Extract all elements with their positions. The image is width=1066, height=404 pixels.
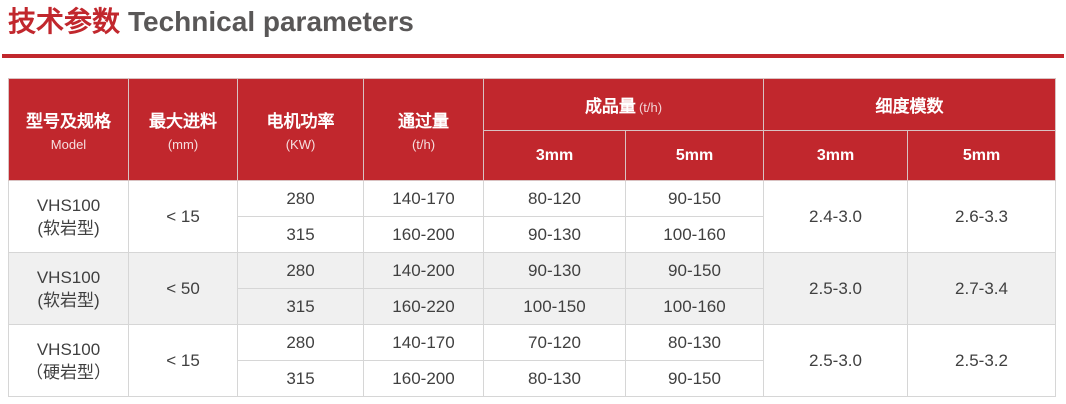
cell-throughput: 140-200	[363, 252, 484, 289]
cell-output-5mm: 100-160	[625, 288, 764, 325]
table-row: VHS100 (软岩型) < 50 280 140-200 90-130 90-…	[8, 252, 1056, 325]
cell-output-3mm: 90-130	[483, 252, 626, 289]
cell-power: 280	[237, 180, 364, 217]
cell-output-5mm: 100-160	[625, 216, 764, 253]
cell-output-5mm: 90-150	[625, 180, 764, 217]
page-title: 技术参数 Technical parameters	[8, 6, 1058, 38]
subheader-output-5mm: 5mm	[625, 130, 764, 181]
cell-model: VHS100 (软岩型)	[8, 252, 129, 325]
model-variant: (软岩型)	[37, 218, 100, 238]
cell-power: 280	[237, 324, 364, 361]
subheader-fineness-5mm: 5mm	[907, 130, 1056, 181]
col-group-fineness: 细度模数	[763, 78, 1056, 131]
title-en: Technical parameters	[128, 6, 414, 37]
model-variant: （硬岩型）	[26, 362, 111, 382]
cell-output-5mm: 90-150	[625, 252, 764, 289]
cell-fineness-3mm: 2.4-3.0	[763, 180, 908, 253]
header-throughput-unit: (t/h)	[411, 137, 436, 152]
table-row: 315 160-220 100-150 100-160	[9, 288, 1056, 325]
subheader-output-3mm: 3mm	[483, 130, 626, 181]
table-row: 315 160-200 90-130 100-160	[9, 216, 1056, 253]
header-group-row: 型号及规格 Model 最大进料 (mm) 电机功率 (KW) 通过量 (t/h…	[8, 78, 1056, 181]
cell-fineness-3mm: 2.5-3.0	[763, 252, 908, 325]
model-name: VHS100	[36, 339, 101, 359]
cell-max-feed: < 50	[128, 252, 238, 325]
cell-model: VHS100 (软岩型)	[8, 180, 129, 253]
header-sub-row: 3mm 5mm 3mm 5mm	[9, 130, 1056, 181]
cell-throughput: 140-170	[363, 324, 484, 361]
header-model-zh: 型号及规格	[26, 112, 111, 131]
technical-parameters-table: 型号及规格 Model 最大进料 (mm) 电机功率 (KW) 通过量 (t/h…	[8, 78, 1056, 397]
subheader-fineness-3mm: 3mm	[763, 130, 908, 181]
cell-output-3mm: 70-120	[483, 324, 626, 361]
title-underline	[2, 54, 1064, 58]
col-header-max-feed: 最大进料 (mm)	[128, 78, 238, 181]
cell-fineness-3mm: 2.5-3.0	[763, 324, 908, 397]
cell-output-5mm: 80-130	[625, 324, 764, 361]
model-variant: (软岩型)	[37, 290, 100, 310]
cell-max-feed: < 15	[128, 180, 238, 253]
cell-output-3mm: 90-130	[483, 216, 626, 253]
model-name: VHS100	[36, 195, 101, 215]
table-body: VHS100 (软岩型) < 15 280 140-170 80-120 90-…	[8, 180, 1056, 397]
cell-fineness-5mm: 2.6-3.3	[907, 180, 1056, 253]
header-output-zh: 成品量	[584, 97, 636, 116]
col-header-model: 型号及规格 Model	[8, 78, 129, 181]
title-zh: 技术参数	[8, 6, 121, 37]
cell-throughput: 140-170	[363, 180, 484, 217]
cell-power: 315	[237, 216, 364, 253]
cell-output-3mm: 80-120	[483, 180, 626, 217]
cell-power: 280	[237, 252, 364, 289]
model-name: VHS100	[36, 267, 101, 287]
section-header: 技术参数 Technical parameters	[0, 0, 1066, 38]
cell-output-5mm: 90-150	[625, 360, 764, 397]
col-header-motor-power: 电机功率 (KW)	[237, 78, 364, 181]
col-group-output: 成品量 (t/h)	[483, 78, 764, 131]
col-header-throughput: 通过量 (t/h)	[363, 78, 484, 181]
cell-power: 315	[237, 360, 364, 397]
cell-power: 315	[237, 288, 364, 325]
header-fineness-zh: 细度模数	[875, 97, 944, 116]
cell-fineness-5mm: 2.7-3.4	[907, 252, 1056, 325]
header-throughput-zh: 通过量	[398, 112, 449, 131]
header-max-feed-unit: (mm)	[167, 137, 199, 152]
cell-output-3mm: 100-150	[483, 288, 626, 325]
cell-model: VHS100 （硬岩型）	[8, 324, 129, 397]
table-header: 型号及规格 Model 最大进料 (mm) 电机功率 (KW) 通过量 (t/h…	[8, 78, 1056, 181]
table-row: VHS100 （硬岩型） < 15 280 140-170 70-120 80-…	[8, 324, 1056, 397]
table-row: VHS100 (软岩型) < 15 280 140-170 80-120 90-…	[8, 180, 1056, 253]
cell-throughput: 160-200	[363, 216, 484, 253]
cell-throughput: 160-200	[363, 360, 484, 397]
header-model-sub: Model	[50, 137, 87, 152]
header-max-feed-zh: 最大进料	[149, 112, 217, 131]
header-motor-power-zh: 电机功率	[266, 112, 335, 131]
header-motor-power-unit: (KW)	[285, 137, 316, 152]
table-row: 315 160-200 80-130 90-150	[9, 360, 1056, 397]
cell-throughput: 160-220	[363, 288, 484, 325]
cell-output-3mm: 80-130	[483, 360, 626, 397]
header-output-unit: (t/h)	[638, 100, 663, 115]
cell-max-feed: < 15	[128, 324, 238, 397]
cell-fineness-5mm: 2.5-3.2	[907, 324, 1056, 397]
